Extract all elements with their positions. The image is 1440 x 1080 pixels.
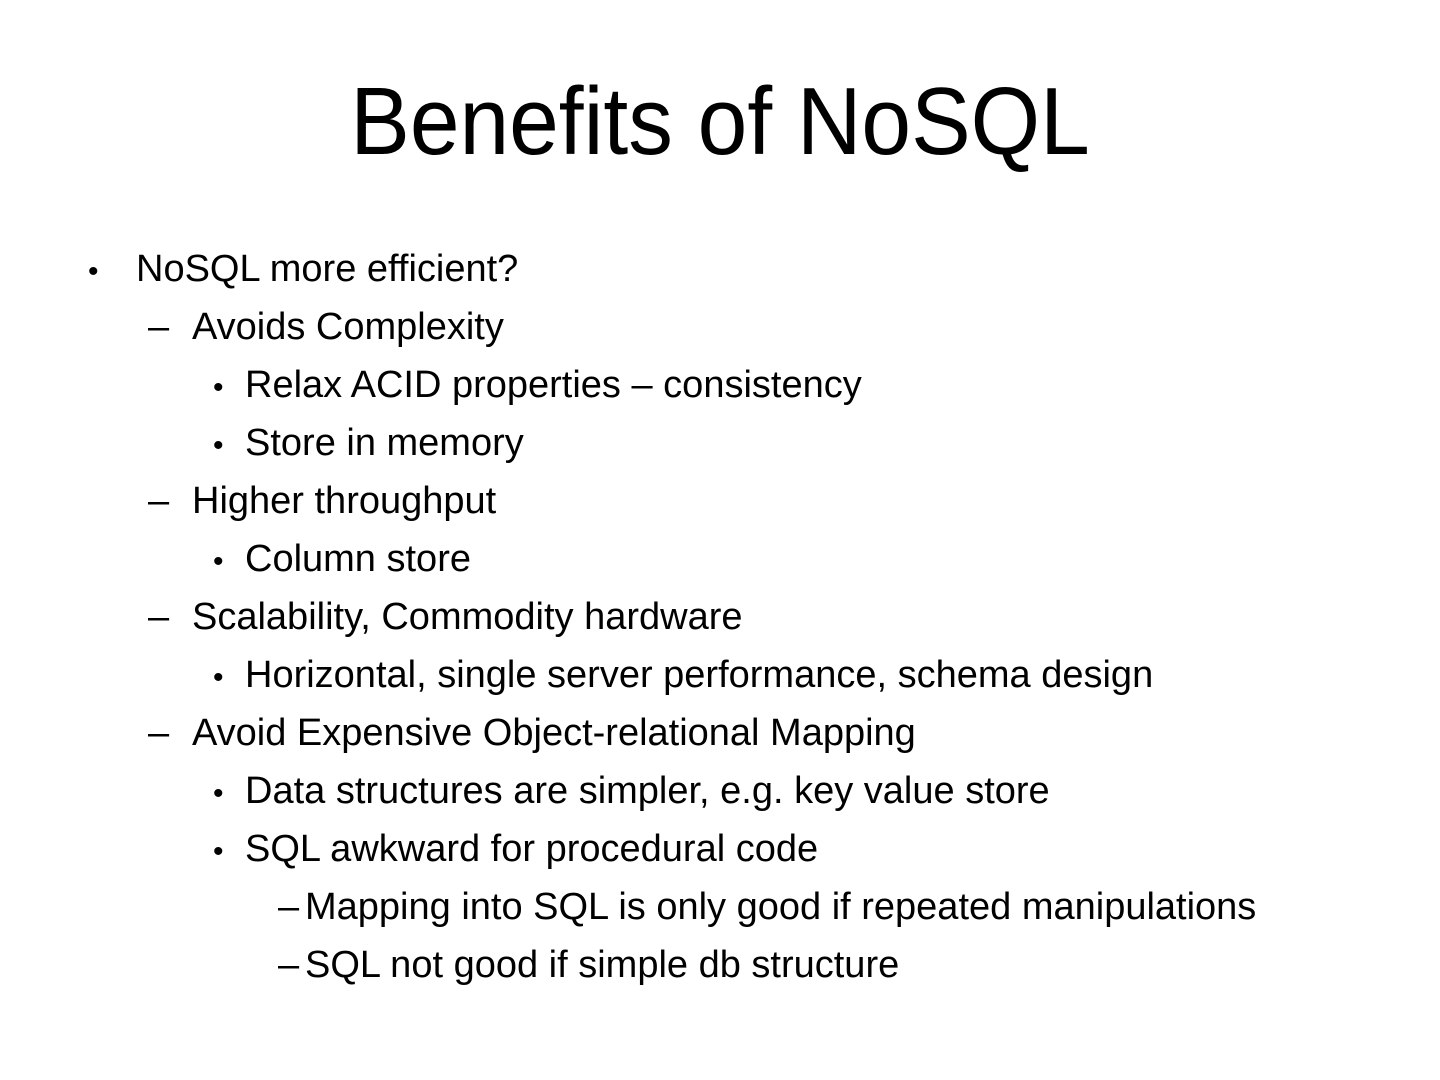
bullet-icon: • [213, 835, 224, 868]
bullet-icon: • [88, 255, 99, 288]
bullet-text: Avoids Complexity [192, 306, 504, 348]
bullet-text: NoSQL more efficient? [136, 248, 519, 290]
list-item: – Scalability, Commodity hardware [0, 588, 1440, 646]
list-item: – SQL not good if simple db structure [0, 936, 1440, 994]
list-item: – Avoid Expensive Object-relational Mappi… [0, 704, 1440, 762]
slide-title: Benefits of NoSQL [350, 68, 1090, 175]
bullet-text: Data structures are simpler, e.g. key va… [245, 770, 1050, 812]
bullet-text: Column store [245, 538, 471, 580]
list-item: – Avoids Complexity [0, 298, 1440, 356]
list-item: • Store in memory [0, 414, 1440, 472]
list-item: – Mapping into SQL is only good if repeat… [0, 878, 1440, 936]
bullet-icon: • [213, 661, 224, 694]
bullet-icon: • [213, 371, 224, 404]
list-item: – Higher throughput [0, 472, 1440, 530]
dash-icon: – [278, 944, 300, 986]
list-item: • Horizontal, single server performance, … [0, 646, 1440, 704]
bullet-text: Relax ACID properties – consistency [245, 364, 862, 406]
bullet-text: SQL awkward for procedural code [245, 828, 819, 870]
dash-icon: – [148, 712, 170, 754]
dash-icon: – [278, 886, 300, 928]
list-item: • SQL awkward for procedural code [0, 820, 1440, 878]
bullet-text: Avoid Expensive Object-relational Mappin… [192, 712, 916, 754]
bullet-icon: • [213, 545, 224, 578]
dash-icon: – [148, 306, 170, 348]
bullet-icon: • [213, 429, 224, 462]
list-item: • Column store [0, 530, 1440, 588]
bullet-list: • NoSQL more efficient? – Avoids Complexity… [0, 240, 1440, 994]
dash-icon: – [148, 480, 170, 522]
bullet-icon: • [213, 777, 224, 810]
list-item: • Relax ACID properties – consistency [0, 356, 1440, 414]
list-item: • Data structures are simpler, e.g. key v… [0, 762, 1440, 820]
bullet-text: SQL not good if simple db structure [305, 944, 900, 986]
bullet-text: Scalability, Commodity hardware [192, 596, 743, 638]
dash-icon: – [148, 596, 170, 638]
bullet-text: Higher throughput [192, 480, 497, 522]
list-item: • NoSQL more efficient? [0, 240, 1440, 298]
bullet-text: Horizontal, single server performance, s… [245, 654, 1154, 696]
bullet-text: Mapping into SQL is only good if repeate… [305, 886, 1257, 928]
bullet-text: Store in memory [245, 422, 524, 464]
